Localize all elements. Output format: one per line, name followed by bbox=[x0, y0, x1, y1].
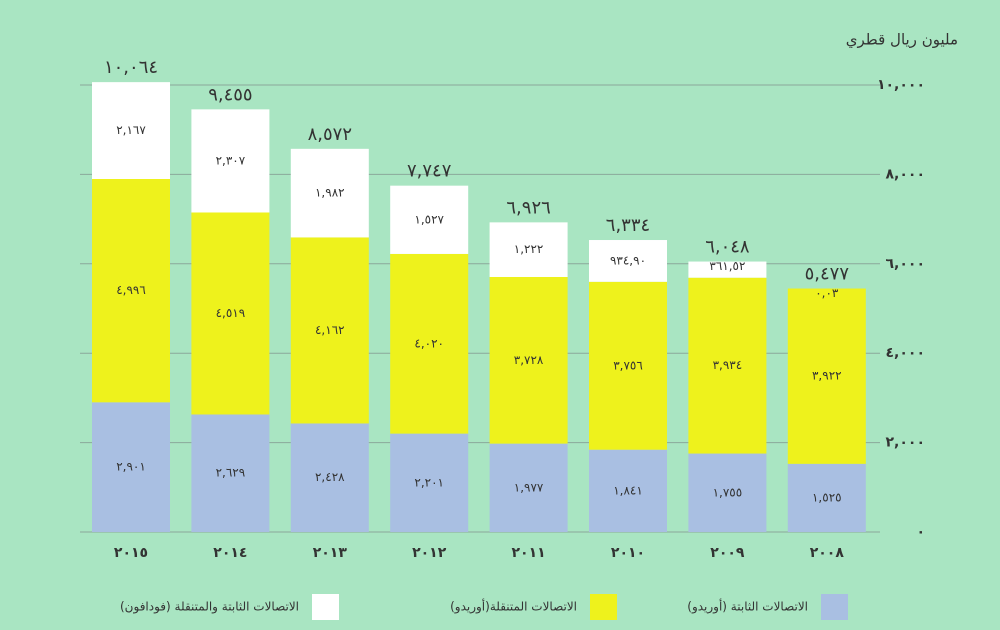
value-label: ٣,٩٣٤ bbox=[713, 358, 743, 372]
x-tick-label: ٢٠١١ bbox=[512, 545, 546, 561]
bar-segment bbox=[390, 185, 469, 254]
value-label: ١,٥٢٥ bbox=[812, 490, 842, 504]
x-tick-label: ٢٠٠٩ bbox=[710, 545, 745, 561]
y-tick-label: ٠ bbox=[916, 524, 925, 540]
legend-label: الاتصالات الثابتة (أوريدو) bbox=[687, 599, 808, 615]
total-label: ١٠,٠٦٤ bbox=[104, 57, 158, 78]
bar-segment bbox=[290, 237, 369, 424]
bar-segment bbox=[688, 261, 767, 278]
x-tick-label: ٢٠١٢ bbox=[412, 545, 447, 561]
x-tick-label: ٢٠١٥ bbox=[114, 545, 148, 561]
total-label: ٧,٧٤٧ bbox=[407, 161, 452, 182]
bar-segment bbox=[191, 212, 270, 415]
y-tick-label: ٢,٠٠٠ bbox=[886, 435, 926, 451]
bar-segment bbox=[92, 82, 170, 180]
x-tick-label: ٢٠١٠ bbox=[611, 545, 645, 561]
bar-segment bbox=[489, 443, 568, 532]
value-label: ١,٩٧٧ bbox=[514, 480, 544, 494]
x-tick-label: ٢٠١٤ bbox=[213, 545, 247, 561]
legend-swatch bbox=[821, 594, 848, 620]
x-tick-label: ٢٠١٣ bbox=[313, 545, 348, 561]
total-label: ٦,٠٤٨ bbox=[705, 237, 750, 258]
legend-label: الاتصالات المتنقلة(أوريدو) bbox=[450, 599, 577, 615]
value-label: ٢,٩٠١ bbox=[116, 460, 146, 474]
value-label: ٣,٧٥٦ bbox=[613, 358, 643, 372]
value-label: ٢,٢٠١ bbox=[414, 475, 444, 489]
bar-segment bbox=[489, 276, 568, 444]
value-label: ٣,٧٢٨ bbox=[514, 353, 544, 367]
bar-segment bbox=[290, 148, 369, 238]
bar-segment bbox=[589, 449, 667, 532]
value-label: ٢,٣٠٧ bbox=[216, 153, 246, 167]
total-label: ٦,٣٣٤ bbox=[606, 215, 650, 236]
y-tick-label: ٤,٠٠٠ bbox=[886, 345, 926, 361]
bar-segment bbox=[589, 281, 667, 450]
value-label: ٣٦١,٥٢ bbox=[709, 259, 745, 273]
value-label: ٠,٠٣ bbox=[815, 286, 839, 300]
legend-label: الاتصالات الثابتة والمتنقلة (فودافون) bbox=[120, 600, 299, 615]
y-tick-label: ٨,٠٠٠ bbox=[886, 166, 926, 182]
bar-segment bbox=[787, 288, 866, 464]
bar-segment bbox=[688, 277, 767, 454]
bar-segment bbox=[92, 179, 170, 403]
y-tick-label: ١٠,٠٠٠ bbox=[877, 77, 925, 93]
total-label: ٨,٥٧٢ bbox=[308, 124, 352, 145]
value-label: ١,٢٢٢ bbox=[514, 242, 544, 256]
value-label: ١,٥٢٧ bbox=[414, 212, 444, 226]
total-label: ٦,٩٢٦ bbox=[506, 197, 550, 218]
value-label: ١,٧٥٥ bbox=[713, 485, 743, 499]
value-label: ٤,٩٩٦ bbox=[116, 283, 146, 297]
bar-segment bbox=[290, 423, 369, 532]
value-label: ١,٨٤١ bbox=[613, 483, 643, 497]
bar-segment bbox=[92, 402, 170, 532]
bar-segment bbox=[787, 463, 866, 532]
bar-segment bbox=[489, 222, 568, 277]
value-label: ٢,٦٢٩ bbox=[216, 466, 246, 480]
legend-swatch bbox=[312, 594, 339, 620]
x-tick-label: ٢٠٠٨ bbox=[810, 545, 845, 561]
legend-swatch bbox=[590, 594, 617, 620]
bar-segment bbox=[191, 109, 270, 213]
y-tick-label: ٦,٠٠٠ bbox=[886, 256, 926, 272]
value-label: ٢,١٦٧ bbox=[116, 123, 146, 137]
total-label: ٩,٤٥٥ bbox=[208, 84, 252, 105]
value-label: ٤,٠٢٠ bbox=[414, 336, 444, 350]
value-label: ٩٣٤,٩٠ bbox=[610, 253, 646, 267]
bar-segment bbox=[390, 433, 469, 532]
unit-label: مليون ريال قطري bbox=[846, 31, 958, 50]
total-label: ٥,٤٧٧ bbox=[805, 264, 850, 285]
bar-segment bbox=[390, 253, 469, 434]
value-label: ٤,٥١٩ bbox=[216, 306, 246, 320]
value-label: ٤,١٦٢ bbox=[315, 323, 345, 337]
bar-segment bbox=[191, 414, 270, 532]
bar-segment bbox=[589, 240, 667, 282]
value-label: ٢,٤٢٨ bbox=[315, 470, 345, 484]
bar-segment bbox=[688, 453, 767, 532]
value-label: ٣,٩٢٢ bbox=[812, 369, 842, 383]
value-label: ١,٩٨٢ bbox=[315, 186, 345, 200]
